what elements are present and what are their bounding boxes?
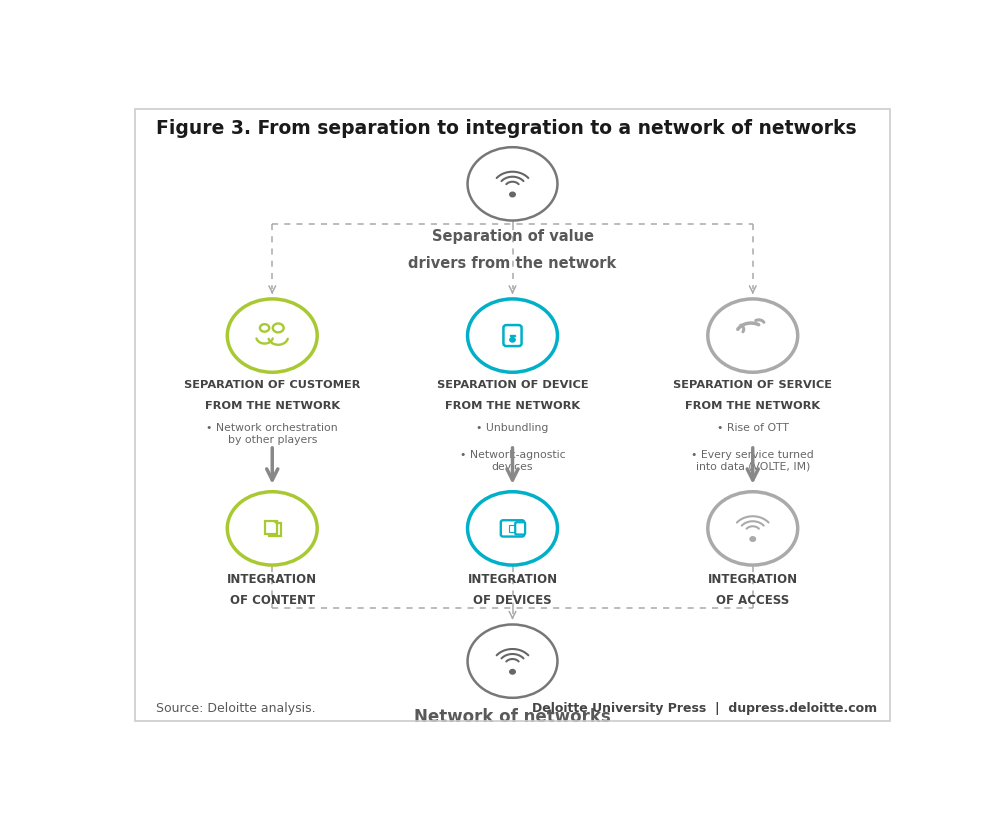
Text: INTEGRATION: INTEGRATION bbox=[227, 573, 317, 585]
Circle shape bbox=[468, 492, 557, 565]
FancyBboxPatch shape bbox=[269, 523, 281, 536]
Text: Figure 3. From separation to integration to a network of networks: Figure 3. From separation to integration… bbox=[156, 119, 857, 138]
Circle shape bbox=[227, 299, 317, 372]
Text: Deloitte University Press  |  dupress.deloitte.com: Deloitte University Press | dupress.delo… bbox=[532, 702, 877, 715]
Text: OF ACCESS: OF ACCESS bbox=[716, 594, 789, 608]
Circle shape bbox=[468, 147, 557, 221]
Text: INTEGRATION: INTEGRATION bbox=[467, 573, 558, 585]
Text: FROM THE NETWORK: FROM THE NETWORK bbox=[205, 401, 340, 410]
Text: OF CONTENT: OF CONTENT bbox=[230, 594, 315, 608]
Text: INTEGRATION: INTEGRATION bbox=[708, 573, 798, 585]
Circle shape bbox=[510, 669, 515, 674]
Circle shape bbox=[510, 192, 515, 197]
Text: • Every service turned
into data (VOLTE, IM): • Every service turned into data (VOLTE,… bbox=[691, 450, 814, 471]
Text: FROM THE NETWORK: FROM THE NETWORK bbox=[445, 401, 580, 410]
FancyBboxPatch shape bbox=[515, 522, 525, 534]
Text: OF DEVICES: OF DEVICES bbox=[473, 594, 552, 608]
Text: • Network orchestration
by other players: • Network orchestration by other players bbox=[206, 424, 338, 445]
Circle shape bbox=[708, 299, 798, 372]
Circle shape bbox=[750, 537, 756, 541]
Text: SEPARATION OF SERVICE: SEPARATION OF SERVICE bbox=[673, 380, 832, 390]
Text: Separation of value: Separation of value bbox=[432, 229, 594, 245]
Text: SEPARATION OF CUSTOMER: SEPARATION OF CUSTOMER bbox=[184, 380, 360, 390]
Circle shape bbox=[510, 337, 515, 342]
Text: SEPARATION OF DEVICE: SEPARATION OF DEVICE bbox=[437, 380, 588, 390]
Circle shape bbox=[227, 492, 317, 565]
Text: • Rise of OTT: • Rise of OTT bbox=[717, 424, 789, 433]
Circle shape bbox=[468, 299, 557, 372]
Polygon shape bbox=[274, 521, 277, 524]
Text: Network of networks: Network of networks bbox=[414, 708, 611, 726]
Circle shape bbox=[708, 492, 798, 565]
FancyBboxPatch shape bbox=[265, 521, 277, 534]
Text: FROM THE NETWORK: FROM THE NETWORK bbox=[685, 401, 820, 410]
Text: drivers from the network: drivers from the network bbox=[408, 256, 617, 271]
Text: • Network-agnostic
devices: • Network-agnostic devices bbox=[460, 450, 565, 471]
Text: • Unbundling: • Unbundling bbox=[476, 424, 549, 433]
Circle shape bbox=[468, 625, 557, 698]
Text: Source: Deloitte analysis.: Source: Deloitte analysis. bbox=[156, 702, 316, 715]
